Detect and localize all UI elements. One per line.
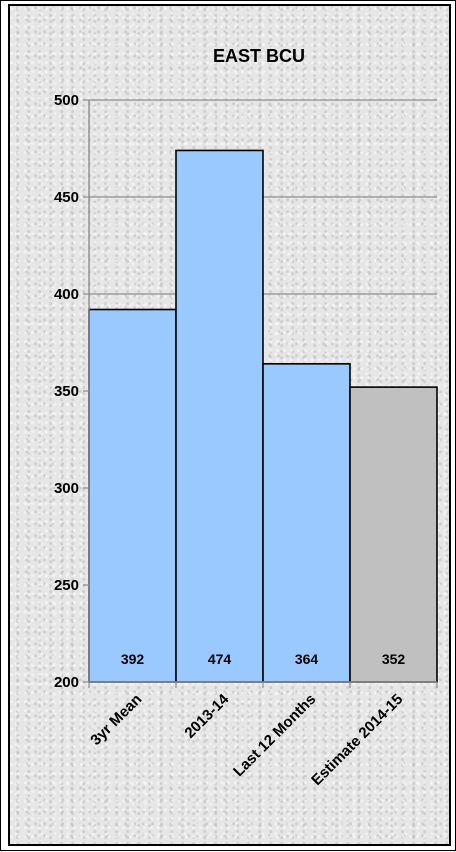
x-category-label: 2013-14 (181, 690, 232, 741)
bar-2 (262, 363, 351, 683)
axes (83, 99, 438, 688)
y-tick-label: 300 (54, 480, 79, 497)
y-tick-label: 400 (54, 286, 79, 303)
data-label: 474 (208, 651, 232, 667)
bar-3 (349, 386, 438, 683)
x-category-label: Estimate 2014-15 (308, 691, 406, 789)
bars (88, 149, 438, 683)
chart-title: EAST BCU (213, 46, 305, 66)
y-tick-label: 250 (54, 577, 79, 594)
x-category-label: Last 12 Months (230, 691, 319, 780)
data-label: 352 (382, 651, 406, 667)
y-tick-label: 450 (54, 189, 79, 206)
y-tick-label: 350 (54, 383, 79, 400)
bar-1 (175, 149, 264, 683)
y-tick-label: 500 (54, 92, 79, 109)
data-label: 392 (121, 651, 145, 667)
x-category-label: 3yr Mean (87, 691, 145, 749)
bar-0 (88, 308, 177, 683)
y-tick-label: 200 (54, 674, 79, 691)
data-label: 364 (295, 651, 319, 667)
